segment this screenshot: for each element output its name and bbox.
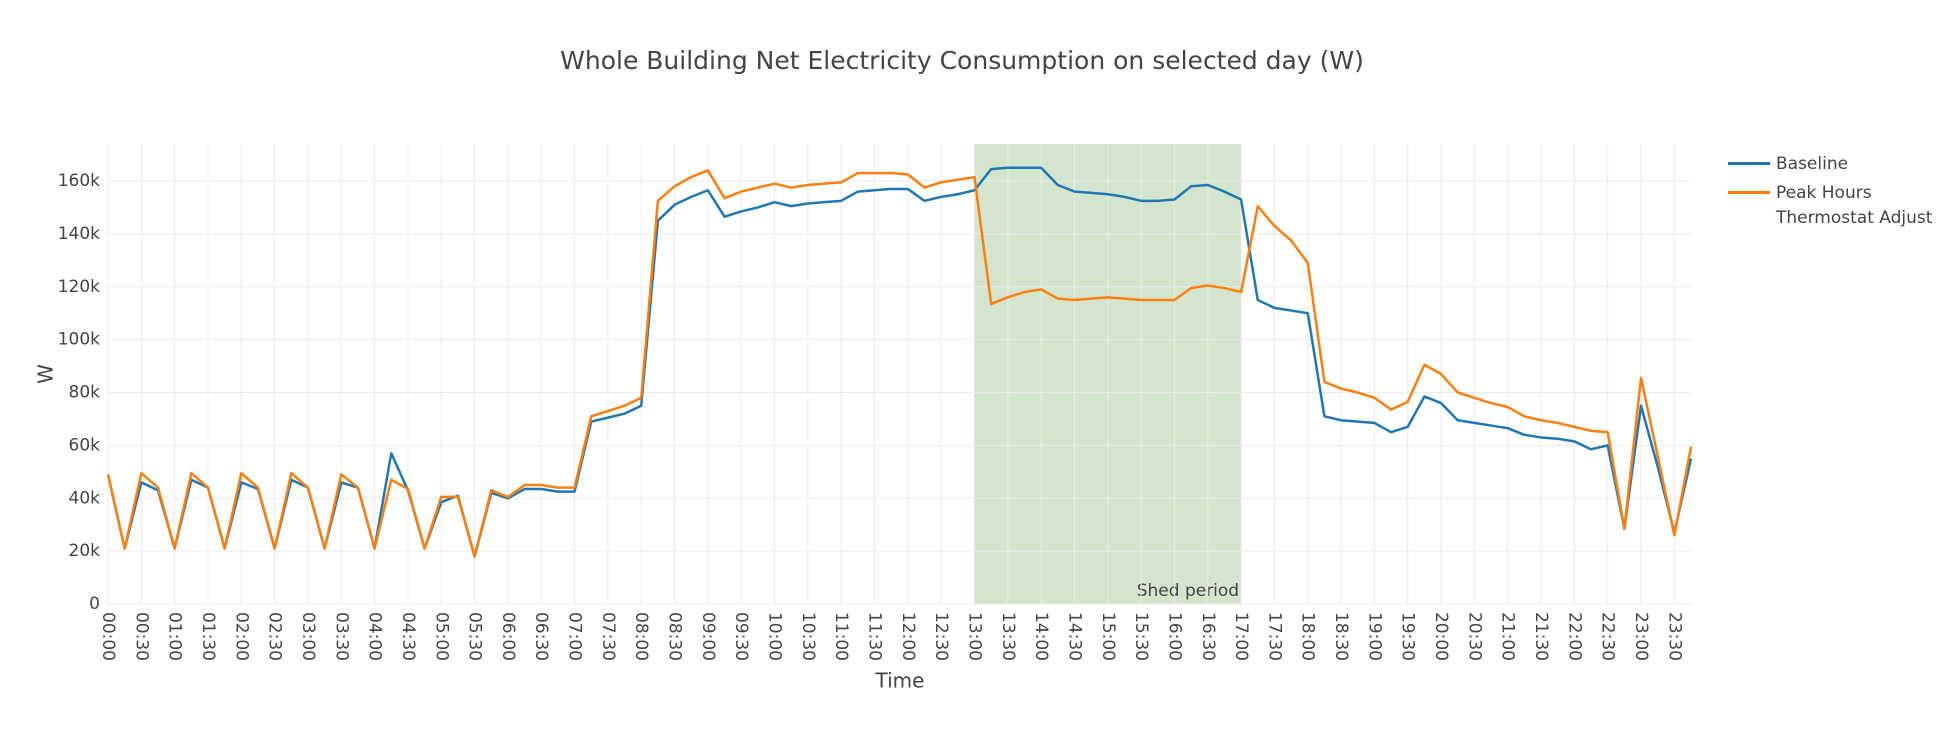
x-tick-label: 13:30 [998,612,1018,661]
x-tick-label: 22:30 [1598,612,1618,661]
x-tick-label: 10:00 [765,612,785,661]
y-axis-title: W [34,364,58,384]
x-tick-label: 19:30 [1398,612,1418,661]
x-tick-label: 09:30 [731,612,751,661]
legend-item[interactable]: Baseline [1728,152,1948,177]
x-tick-label: 14:30 [1064,612,1084,661]
legend-swatch [1728,162,1770,165]
x-tick-label: 16:00 [1164,612,1184,661]
x-tick-label: 02:00 [231,612,251,661]
x-tick-label: 09:00 [698,612,718,661]
x-tick-label: 15:00 [1098,612,1118,661]
x-tick-label: 04:30 [398,612,418,661]
x-tick-label: 05:00 [431,612,451,661]
x-tick-label: 12:00 [898,612,918,661]
x-axis-title: Time [875,669,925,693]
x-tick-label: 04:00 [365,612,385,661]
y-tick-label: 100k [58,330,100,350]
series-line [106,169,1693,558]
x-tick-label: 22:00 [1564,612,1584,661]
x-tick-label: 06:00 [498,612,518,661]
y-tick-label: 140k [58,224,100,244]
x-tick-label: 02:30 [265,612,285,661]
x-tick-label: 08:30 [665,612,685,661]
legend-label: Baseline [1776,154,1849,174]
shaded-region-label: Shed period [1137,581,1239,601]
y-tick-label: 80k [69,383,101,403]
x-tick-label: 11:00 [831,612,851,661]
x-tick-label: 20:00 [1431,612,1451,661]
x-tick-label: 15:30 [1131,612,1151,661]
legend-swatch [1728,191,1770,194]
x-tick-label: 05:30 [465,612,485,661]
x-tick-label: 07:30 [598,612,618,661]
x-tick-label: 23:00 [1631,612,1651,661]
x-tick-label: 20:30 [1464,612,1484,661]
x-tick-label: 00:00 [98,612,118,661]
x-tick-label: 19:00 [1364,612,1384,661]
x-tick-label: 11:30 [865,612,885,661]
legend-label: Peak Hours Thermostat Adjust [1776,183,1933,228]
y-tick-label: 120k [58,277,100,297]
legend-item[interactable]: Peak Hours Thermostat Adjust [1728,181,1948,231]
y-tick-label: 60k [69,435,101,455]
x-tick-label: 00:30 [131,612,151,661]
y-tick-label: 160k [58,171,100,191]
y-tick-label: 40k [69,488,101,508]
x-tick-label: 18:30 [1331,612,1351,661]
x-tick-label: 08:00 [631,612,651,661]
x-tick-label: 03:00 [298,612,318,661]
x-tick-label: 07:00 [565,612,585,661]
x-tick-label: 21:30 [1531,612,1551,661]
legend: Baseline Peak Hours Thermostat Adjust [1728,152,1948,235]
x-tick-label: 23:30 [1664,612,1684,661]
x-tick-label: 06:30 [531,612,551,661]
x-tick-label: 13:00 [964,612,984,661]
x-tick-label: 16:30 [1198,612,1218,661]
x-tick-label: 17:00 [1231,612,1251,661]
x-tick-label: 01:00 [165,612,185,661]
y-tick-label: 0 [89,594,100,614]
x-tick-label: 21:00 [1498,612,1518,661]
x-tick-label: 18:00 [1298,612,1318,661]
x-tick-label: 14:00 [1031,612,1051,661]
chart-title: Whole Building Net Electricity Consumpti… [560,46,1364,75]
y-tick-label: 20k [69,541,101,561]
x-tick-label: 17:30 [1264,612,1284,661]
x-tick-label: 03:30 [331,612,351,661]
x-tick-label: 12:30 [931,612,951,661]
x-tick-label: 10:30 [798,612,818,661]
x-tick-label: 01:30 [198,612,218,661]
